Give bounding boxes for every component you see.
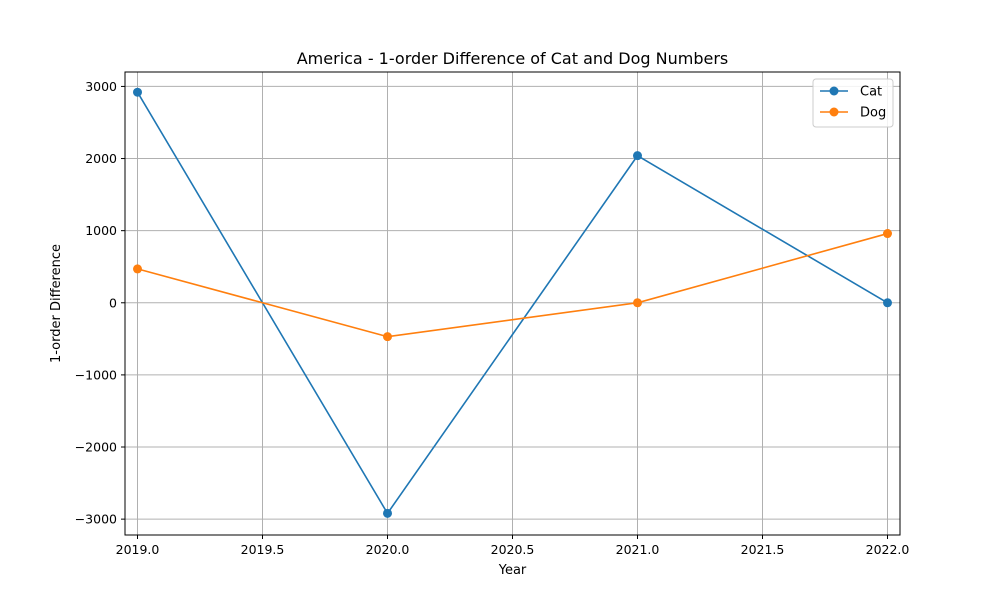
x-tick-label: 2021.0	[616, 542, 660, 557]
cat-point	[133, 87, 142, 97]
dog-point	[133, 264, 142, 274]
dog-point	[383, 332, 392, 342]
dog-point	[633, 298, 642, 308]
y-axis-label: 1-order Difference	[49, 244, 64, 363]
series-dog	[133, 229, 892, 342]
y-tick-label: 0	[109, 295, 117, 310]
cat-point	[633, 151, 642, 161]
dog-line	[137, 232, 888, 338]
y-tick-label: 1000	[85, 223, 117, 238]
y-tick-label: 3000	[85, 79, 117, 94]
y-tick-label: −1000	[75, 367, 117, 382]
cat-point	[383, 508, 392, 518]
dog-point	[883, 229, 892, 239]
x-axis-ticks: 2019.0 2019.5 2020.0 2020.5 2021.0 2021.5 2022…	[116, 535, 910, 557]
legend-label: Dog	[860, 106, 886, 121]
y-tick-label: −2000	[75, 440, 117, 455]
chart-title: America - 1-order Difference of Cat and …	[297, 49, 729, 68]
x-tick-label: 2022.0	[866, 542, 910, 557]
x-axis-label: Year	[498, 563, 527, 578]
legend: Cat Dog	[812, 78, 894, 128]
legend-swatch-marker	[829, 86, 839, 96]
x-tick-label: 2020.5	[491, 542, 535, 557]
legend-swatch-marker	[829, 107, 839, 117]
grid	[125, 72, 900, 535]
y-axis-ticks: 3000 2000 1000 0 −1000 −2000 −3000	[75, 79, 125, 527]
series-layer	[133, 87, 892, 518]
y-tick-label: 2000	[85, 151, 117, 166]
x-tick-label: 2019.5	[241, 542, 285, 557]
cat-point	[883, 298, 892, 308]
legend-label: Cat	[860, 85, 882, 100]
x-tick-label: 2020.0	[366, 542, 410, 557]
x-tick-label: 2019.0	[116, 542, 160, 557]
y-tick-label: −3000	[75, 512, 117, 527]
legend-item-cat: Cat	[820, 85, 882, 100]
x-tick-label: 2021.5	[741, 542, 785, 557]
legend-item-dog: Dog	[820, 106, 886, 121]
